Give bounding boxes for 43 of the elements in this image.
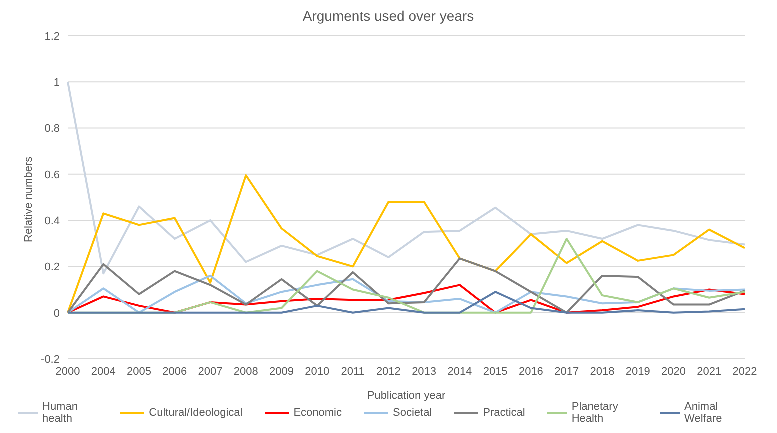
x-tick-label: 2007 (198, 366, 223, 378)
y-tick-label: 1.2 (44, 30, 60, 43)
x-tick-label: 2015 (483, 366, 508, 378)
x-tick-label: 2017 (554, 366, 580, 378)
x-tick-label: 2009 (270, 366, 294, 378)
x-tick-label: 2020 (661, 366, 686, 378)
y-tick-label: 0 (54, 308, 60, 320)
x-tick-label: 2005 (127, 366, 152, 378)
legend-label: Planetary Health (572, 401, 620, 425)
x-tick-label: 2008 (234, 366, 258, 378)
line-series (67, 174, 746, 314)
x-tick-label: 2011 (341, 366, 365, 378)
y-tick-label: 1 (54, 77, 60, 90)
line-series (67, 258, 746, 314)
x-tick-label: 2021 (697, 366, 722, 378)
x-tick-label: 2018 (590, 366, 615, 378)
x-axis-title: Publication year (367, 390, 446, 402)
x-tick-label: 2000 (56, 366, 80, 378)
y-tick-label: -0.2 (41, 354, 60, 366)
legend-label: Cultural/Ideological (149, 407, 243, 419)
legend-label: Societal (393, 407, 432, 419)
y-axis-title: Relative numbers (22, 156, 35, 242)
x-tick-label: 2022 (732, 366, 758, 378)
y-tick-label: 0.4 (44, 215, 60, 228)
line-series (67, 81, 746, 275)
x-tick-label: 2010 (305, 366, 330, 378)
y-tick-label: 0.8 (44, 123, 60, 136)
x-tick-label: 2013 (412, 366, 437, 378)
chart-title: Arguments used over years (302, 8, 476, 26)
x-tick-label: 2014 (448, 366, 472, 378)
x-tick-label: 2006 (162, 366, 188, 378)
legend-label: Animal Welfare (684, 401, 724, 425)
x-tick-label: 2004 (91, 366, 116, 378)
line-series (67, 291, 746, 314)
legend-label: Practical (483, 407, 526, 419)
y-tick-label: 0.2 (44, 262, 60, 274)
x-tick-label: 2012 (376, 366, 401, 378)
legend-label: Economic (294, 407, 342, 419)
x-tick-label: 2019 (626, 366, 650, 378)
line-series (67, 274, 746, 314)
y-tick-label: 0.6 (44, 169, 60, 182)
legend-label: Human health (42, 401, 79, 425)
x-tick-label: 2016 (518, 366, 544, 378)
